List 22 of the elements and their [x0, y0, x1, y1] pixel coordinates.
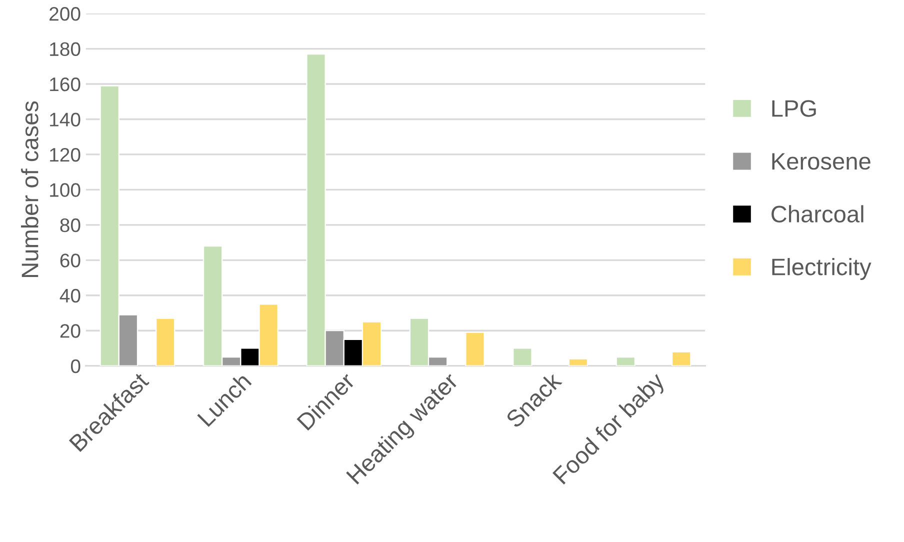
- legend-label: Electricity: [772, 258, 872, 280]
- bar: [616, 356, 636, 366]
- legend-label: Charcoal: [772, 205, 864, 223]
- bar: [672, 351, 692, 366]
- y-tick-label: 60: [60, 254, 80, 268]
- y-tick-label: 160: [50, 77, 80, 92]
- bar: [568, 358, 588, 366]
- legend-label: LPG: [772, 100, 816, 117]
- y-tick-label: 100: [50, 183, 80, 197]
- bar: [512, 348, 532, 366]
- y-tick-label: 0: [70, 359, 80, 374]
- bar: [465, 332, 485, 366]
- y-tick-label: 200: [50, 7, 80, 21]
- y-axis-title: Number of cases: [21, 101, 38, 277]
- y-tick-label: 80: [60, 218, 80, 232]
- bar: [156, 318, 176, 366]
- legend-label: Kerosene: [772, 153, 870, 170]
- y-tick-label: 20: [60, 324, 80, 338]
- y-tick-label: 120: [50, 148, 80, 162]
- y-tick-label: 180: [50, 42, 80, 56]
- y-tick-label: 40: [60, 288, 80, 303]
- y-tick-label: 140: [50, 112, 80, 126]
